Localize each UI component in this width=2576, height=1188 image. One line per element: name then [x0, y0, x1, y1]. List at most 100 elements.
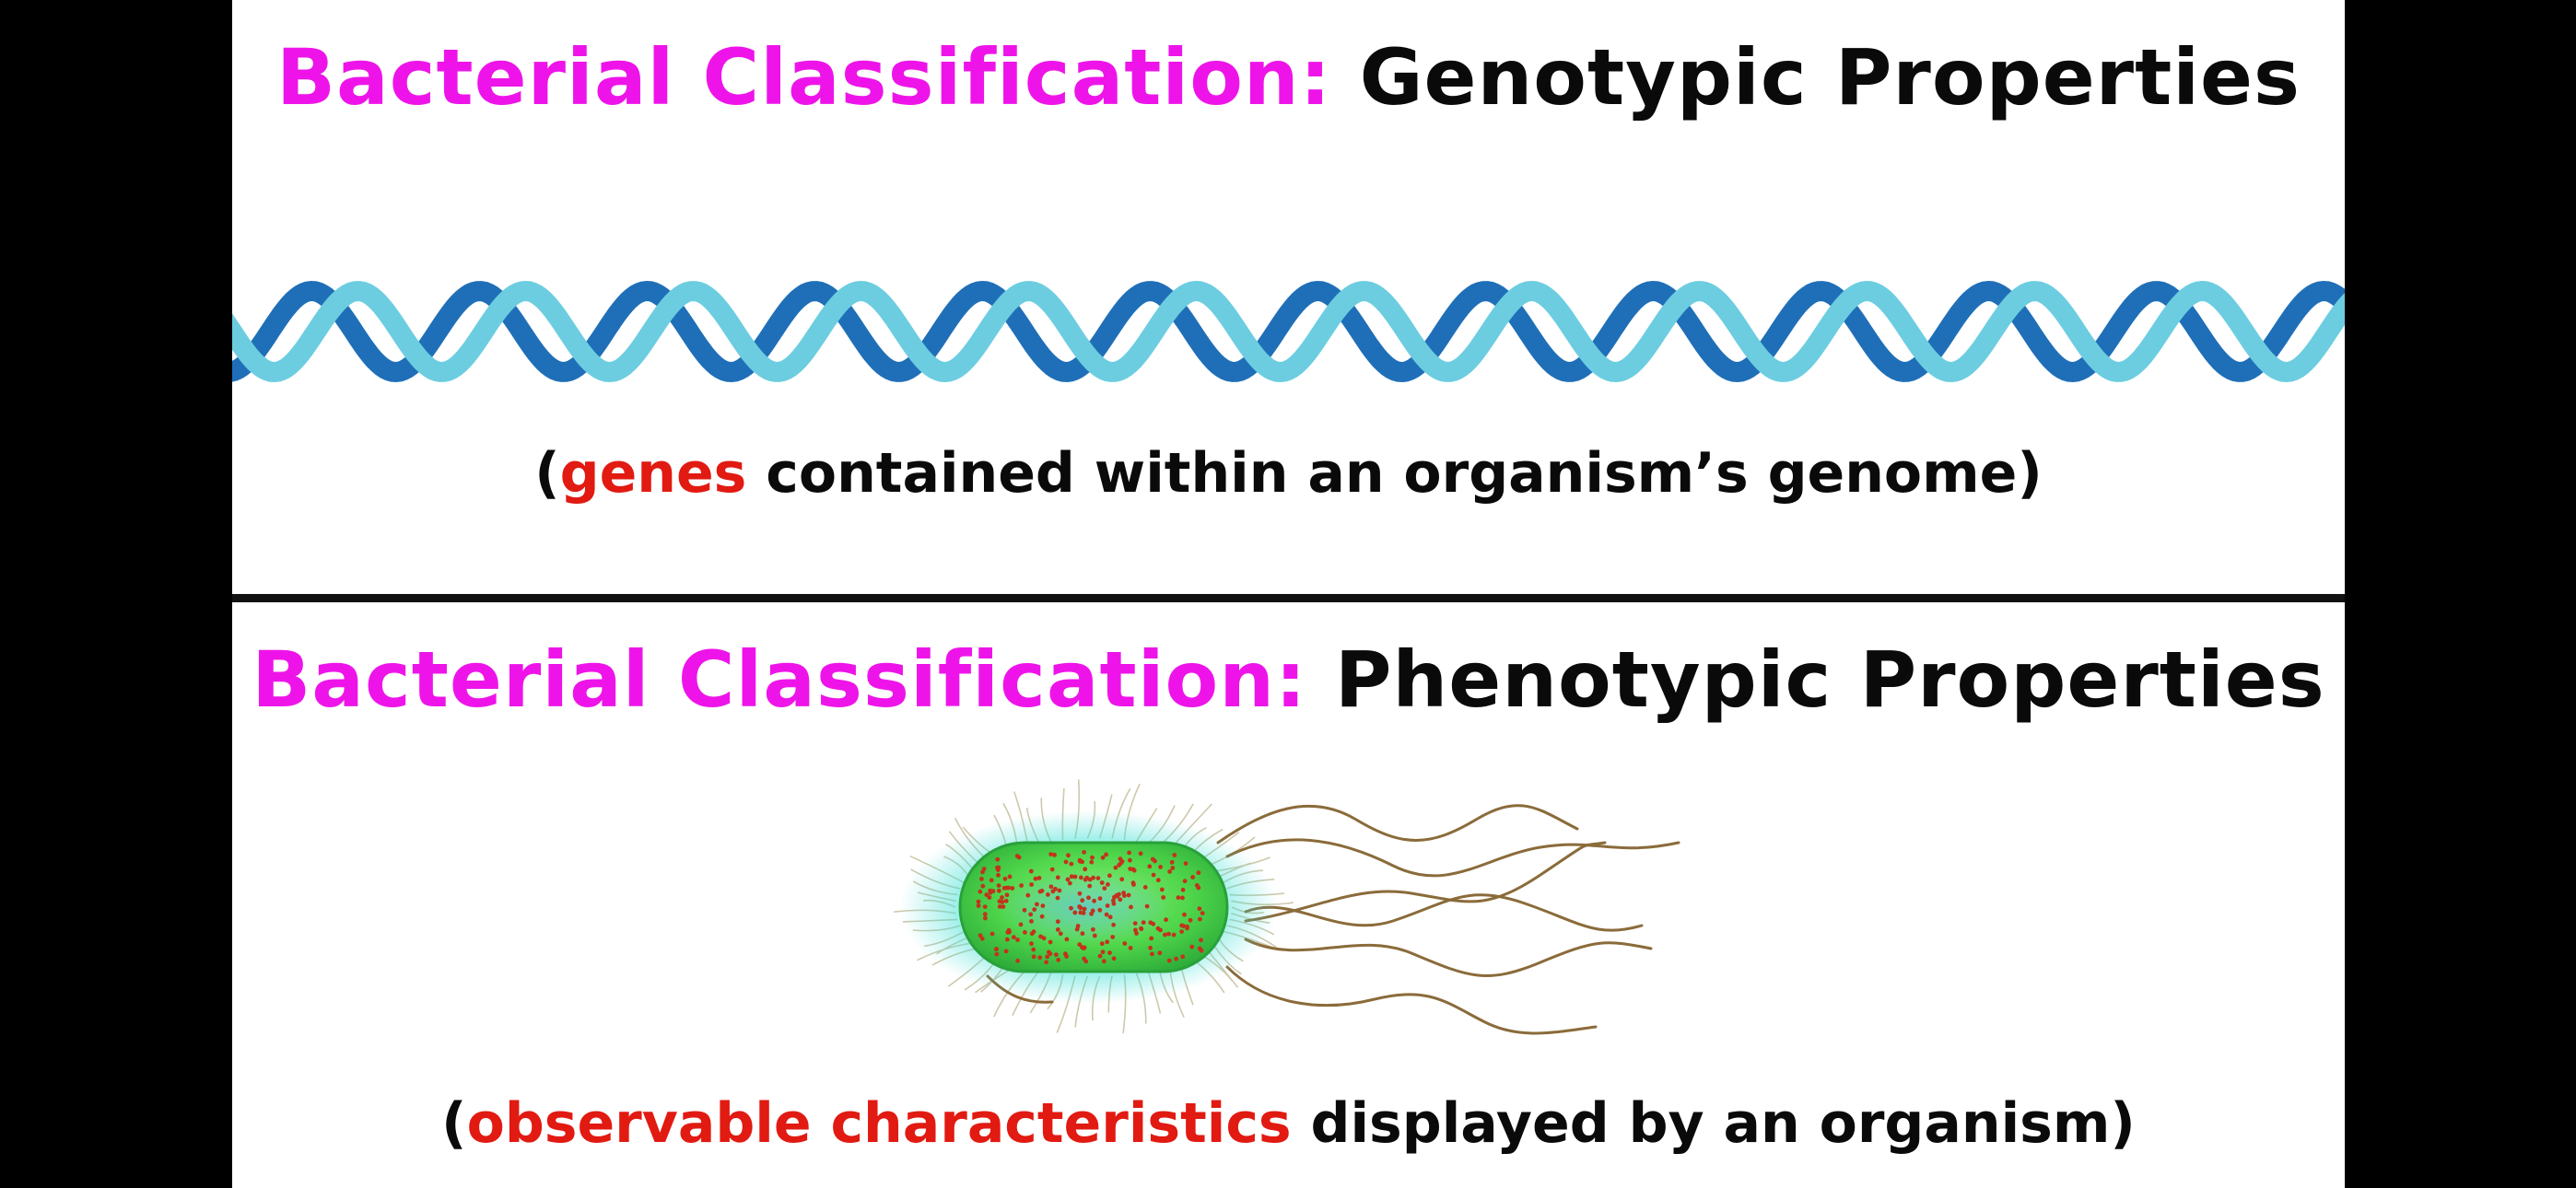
ribosome-dot	[1035, 902, 1039, 907]
ribosome-dot	[1001, 904, 1006, 909]
ribosome-dot	[1128, 946, 1133, 950]
ribosome-dot	[1023, 930, 1027, 935]
ribosome-dot	[1122, 893, 1127, 898]
genotypic-title: Bacterial Classification: Genotypic Prop…	[232, 39, 2345, 116]
ribosome-dot	[1065, 877, 1071, 882]
ribosome-dot	[1127, 850, 1131, 856]
ribosome-dot	[1000, 895, 1004, 900]
ribosome-dot	[1164, 917, 1168, 923]
ribosome-dot	[1158, 865, 1163, 869]
ribosome-dot	[1054, 952, 1059, 957]
ribosome-dot	[1082, 906, 1087, 912]
ribosome-dot	[1029, 882, 1034, 887]
ribosome-dot	[1171, 932, 1177, 938]
ribosome-dot	[1155, 926, 1161, 931]
ribosome-dot	[1063, 859, 1069, 865]
ribosome-dot	[1133, 927, 1138, 933]
ribosome-dot	[1174, 956, 1178, 961]
ribosome-dot	[1007, 874, 1013, 879]
ribosome-dot	[1122, 941, 1128, 946]
ribosome-dot	[1179, 929, 1184, 934]
ribosome-dot	[1031, 947, 1036, 952]
ribosome-dot	[1083, 959, 1089, 964]
ribosome-dot	[1179, 923, 1185, 928]
dna-helix-icon	[232, 280, 2345, 383]
ribosome-dot	[1036, 876, 1042, 880]
ribosome-dot	[1176, 895, 1181, 901]
ribosome-dot	[1072, 874, 1078, 879]
ribosome-dot	[994, 951, 1000, 957]
ribosome-dot	[1197, 906, 1202, 912]
ribosome-dot	[1077, 858, 1083, 864]
ribosome-dot	[1045, 954, 1050, 960]
ribosome-dot	[1004, 892, 1010, 898]
ribosome-dot	[1128, 857, 1132, 863]
ribosome-dot	[1134, 931, 1139, 936]
ribosome-dot	[1055, 927, 1060, 932]
ribosome-dot	[1149, 936, 1154, 941]
ribosome-dot	[1190, 875, 1195, 879]
ribosome-dot	[1138, 851, 1143, 856]
ribosome-dot	[1028, 912, 1034, 917]
ribosome-dot	[1092, 898, 1096, 903]
ribosome-dot	[1151, 872, 1156, 878]
letterbox-left	[0, 0, 232, 1188]
ribosome-dot	[1003, 949, 1009, 954]
phenotypic-caption-rest: displayed by an organism)	[1291, 1091, 2136, 1156]
ribosome-dot	[1091, 926, 1095, 932]
ribosome-dot	[1053, 886, 1058, 891]
ribosome-dot	[1142, 885, 1148, 890]
phenotypic-title-suffix: Phenotypic Properties	[1306, 635, 2325, 725]
ribosome-dot	[1032, 907, 1037, 912]
ribosome-dot	[1019, 883, 1024, 888]
ribosome-dot	[1031, 929, 1036, 935]
ribosome-dot	[1097, 896, 1103, 901]
ribosome-dot	[978, 933, 983, 938]
ribosome-dot	[1072, 910, 1078, 915]
ribosome-dot	[1104, 852, 1108, 857]
ribosome-dot	[1117, 891, 1121, 897]
ribosome-dot	[1052, 852, 1057, 857]
ribosome-dot	[1199, 948, 1204, 953]
ribosome-dot	[1079, 875, 1083, 880]
ribosome-dot	[1182, 879, 1188, 884]
ribosome-dot	[1063, 951, 1068, 957]
genotypic-caption-rest: contained within an organism’s genome)	[746, 441, 2043, 506]
ribosome-dot	[1087, 883, 1093, 889]
phenotypic-caption-highlight: observable characteristics	[466, 1091, 1292, 1156]
ribosome-dot	[1183, 861, 1188, 866]
genotypic-caption: (genes contained within an organism’s ge…	[232, 446, 2345, 501]
ribosome-dot	[1144, 903, 1150, 909]
ribosome-dot	[1117, 862, 1122, 868]
ribosome-dot	[1105, 939, 1110, 945]
ribosome-dot	[997, 899, 1002, 904]
ribosome-dot	[1055, 875, 1060, 880]
ribosome-dot	[1003, 898, 1009, 903]
ribosome-dot	[995, 856, 1001, 862]
ribosome-dot	[1147, 864, 1153, 869]
ribosome-dot	[1069, 861, 1074, 867]
ribosome-dot	[1099, 880, 1105, 885]
ribosome-dot	[1148, 920, 1153, 926]
ribosome-dot	[1001, 886, 1007, 891]
ribosome-dot	[1012, 935, 1016, 940]
ribosome-dot	[1128, 867, 1133, 871]
ribosome-dot	[983, 915, 988, 921]
ribosome-dot	[1131, 882, 1136, 887]
ribosome-dot	[1006, 927, 1012, 933]
ribosome-dot	[1090, 855, 1095, 860]
ribosome-dot	[1166, 931, 1171, 937]
ribosome-dot	[1097, 953, 1103, 959]
ribosome-dot	[1180, 887, 1186, 892]
ribosome-dot	[1107, 914, 1113, 920]
ribosome-dot	[1077, 891, 1083, 896]
ribosome-dot	[1087, 877, 1093, 882]
ribosome-dot	[979, 877, 984, 881]
ribosome-dot	[1113, 865, 1118, 870]
section-divider	[232, 594, 2345, 602]
ribosome-dot	[1077, 942, 1083, 947]
genotypic-title-suffix: Genotypic Properties	[1331, 32, 2301, 122]
ribosome-dot	[1022, 907, 1027, 913]
genotypic-title-prefix: Bacterial Classification:	[275, 32, 1332, 122]
ribosome-dot	[984, 892, 989, 898]
